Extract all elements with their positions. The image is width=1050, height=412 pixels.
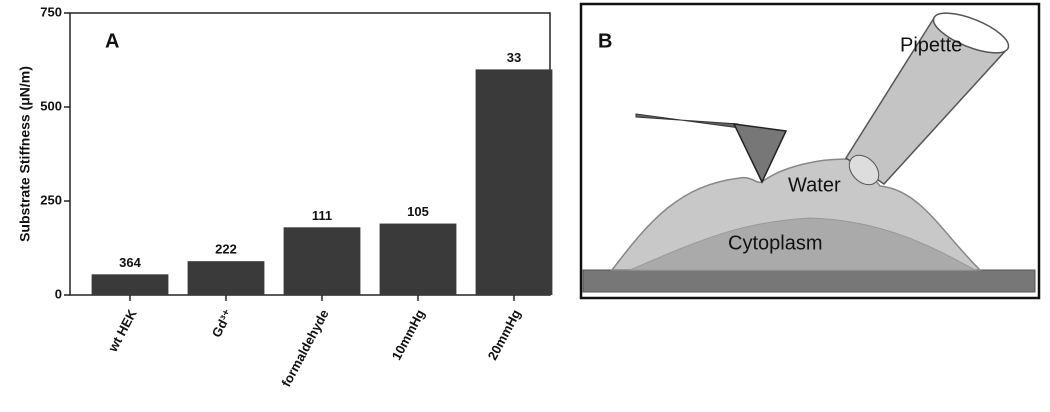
substrate <box>582 269 1036 293</box>
pipette-tip <box>848 154 880 186</box>
bar <box>475 69 553 296</box>
bar <box>187 261 265 295</box>
x-tick-label: formaldehyde <box>278 307 331 389</box>
annotation: 105 <box>407 204 429 219</box>
x-tick-label: Gd³⁺ <box>209 307 236 340</box>
annotation: 33 <box>507 50 521 65</box>
x-tick-label: 20mmHg <box>485 307 524 363</box>
bar <box>283 227 361 295</box>
label: Cytoplasm <box>728 232 822 254</box>
x-tick-label: wt HEK <box>105 306 140 355</box>
bar <box>91 274 169 295</box>
y-tick-label: 500 <box>40 98 62 113</box>
x-tick-label: 10mmHg <box>389 307 428 363</box>
pipette-opening <box>932 12 1010 54</box>
panel-label: B <box>598 30 612 52</box>
label: Pipette <box>900 34 962 56</box>
cytoplasm <box>629 217 977 271</box>
annotation: 222 <box>215 242 237 257</box>
annotation: 364 <box>119 255 141 270</box>
y-axis-label: Substrate Stiffness (μN/m) <box>17 66 33 242</box>
label: Water <box>788 174 841 196</box>
panel-label: A <box>105 30 119 52</box>
y-tick-label: 0 <box>55 286 62 301</box>
y-tick-label: 750 <box>40 4 62 19</box>
diagram: B Pipette Water Cytoplasm <box>579 2 1041 300</box>
annotation: 111 <box>312 208 332 223</box>
bar <box>379 223 457 295</box>
afm-tip <box>732 123 788 184</box>
y-tick-label: 250 <box>40 192 62 207</box>
